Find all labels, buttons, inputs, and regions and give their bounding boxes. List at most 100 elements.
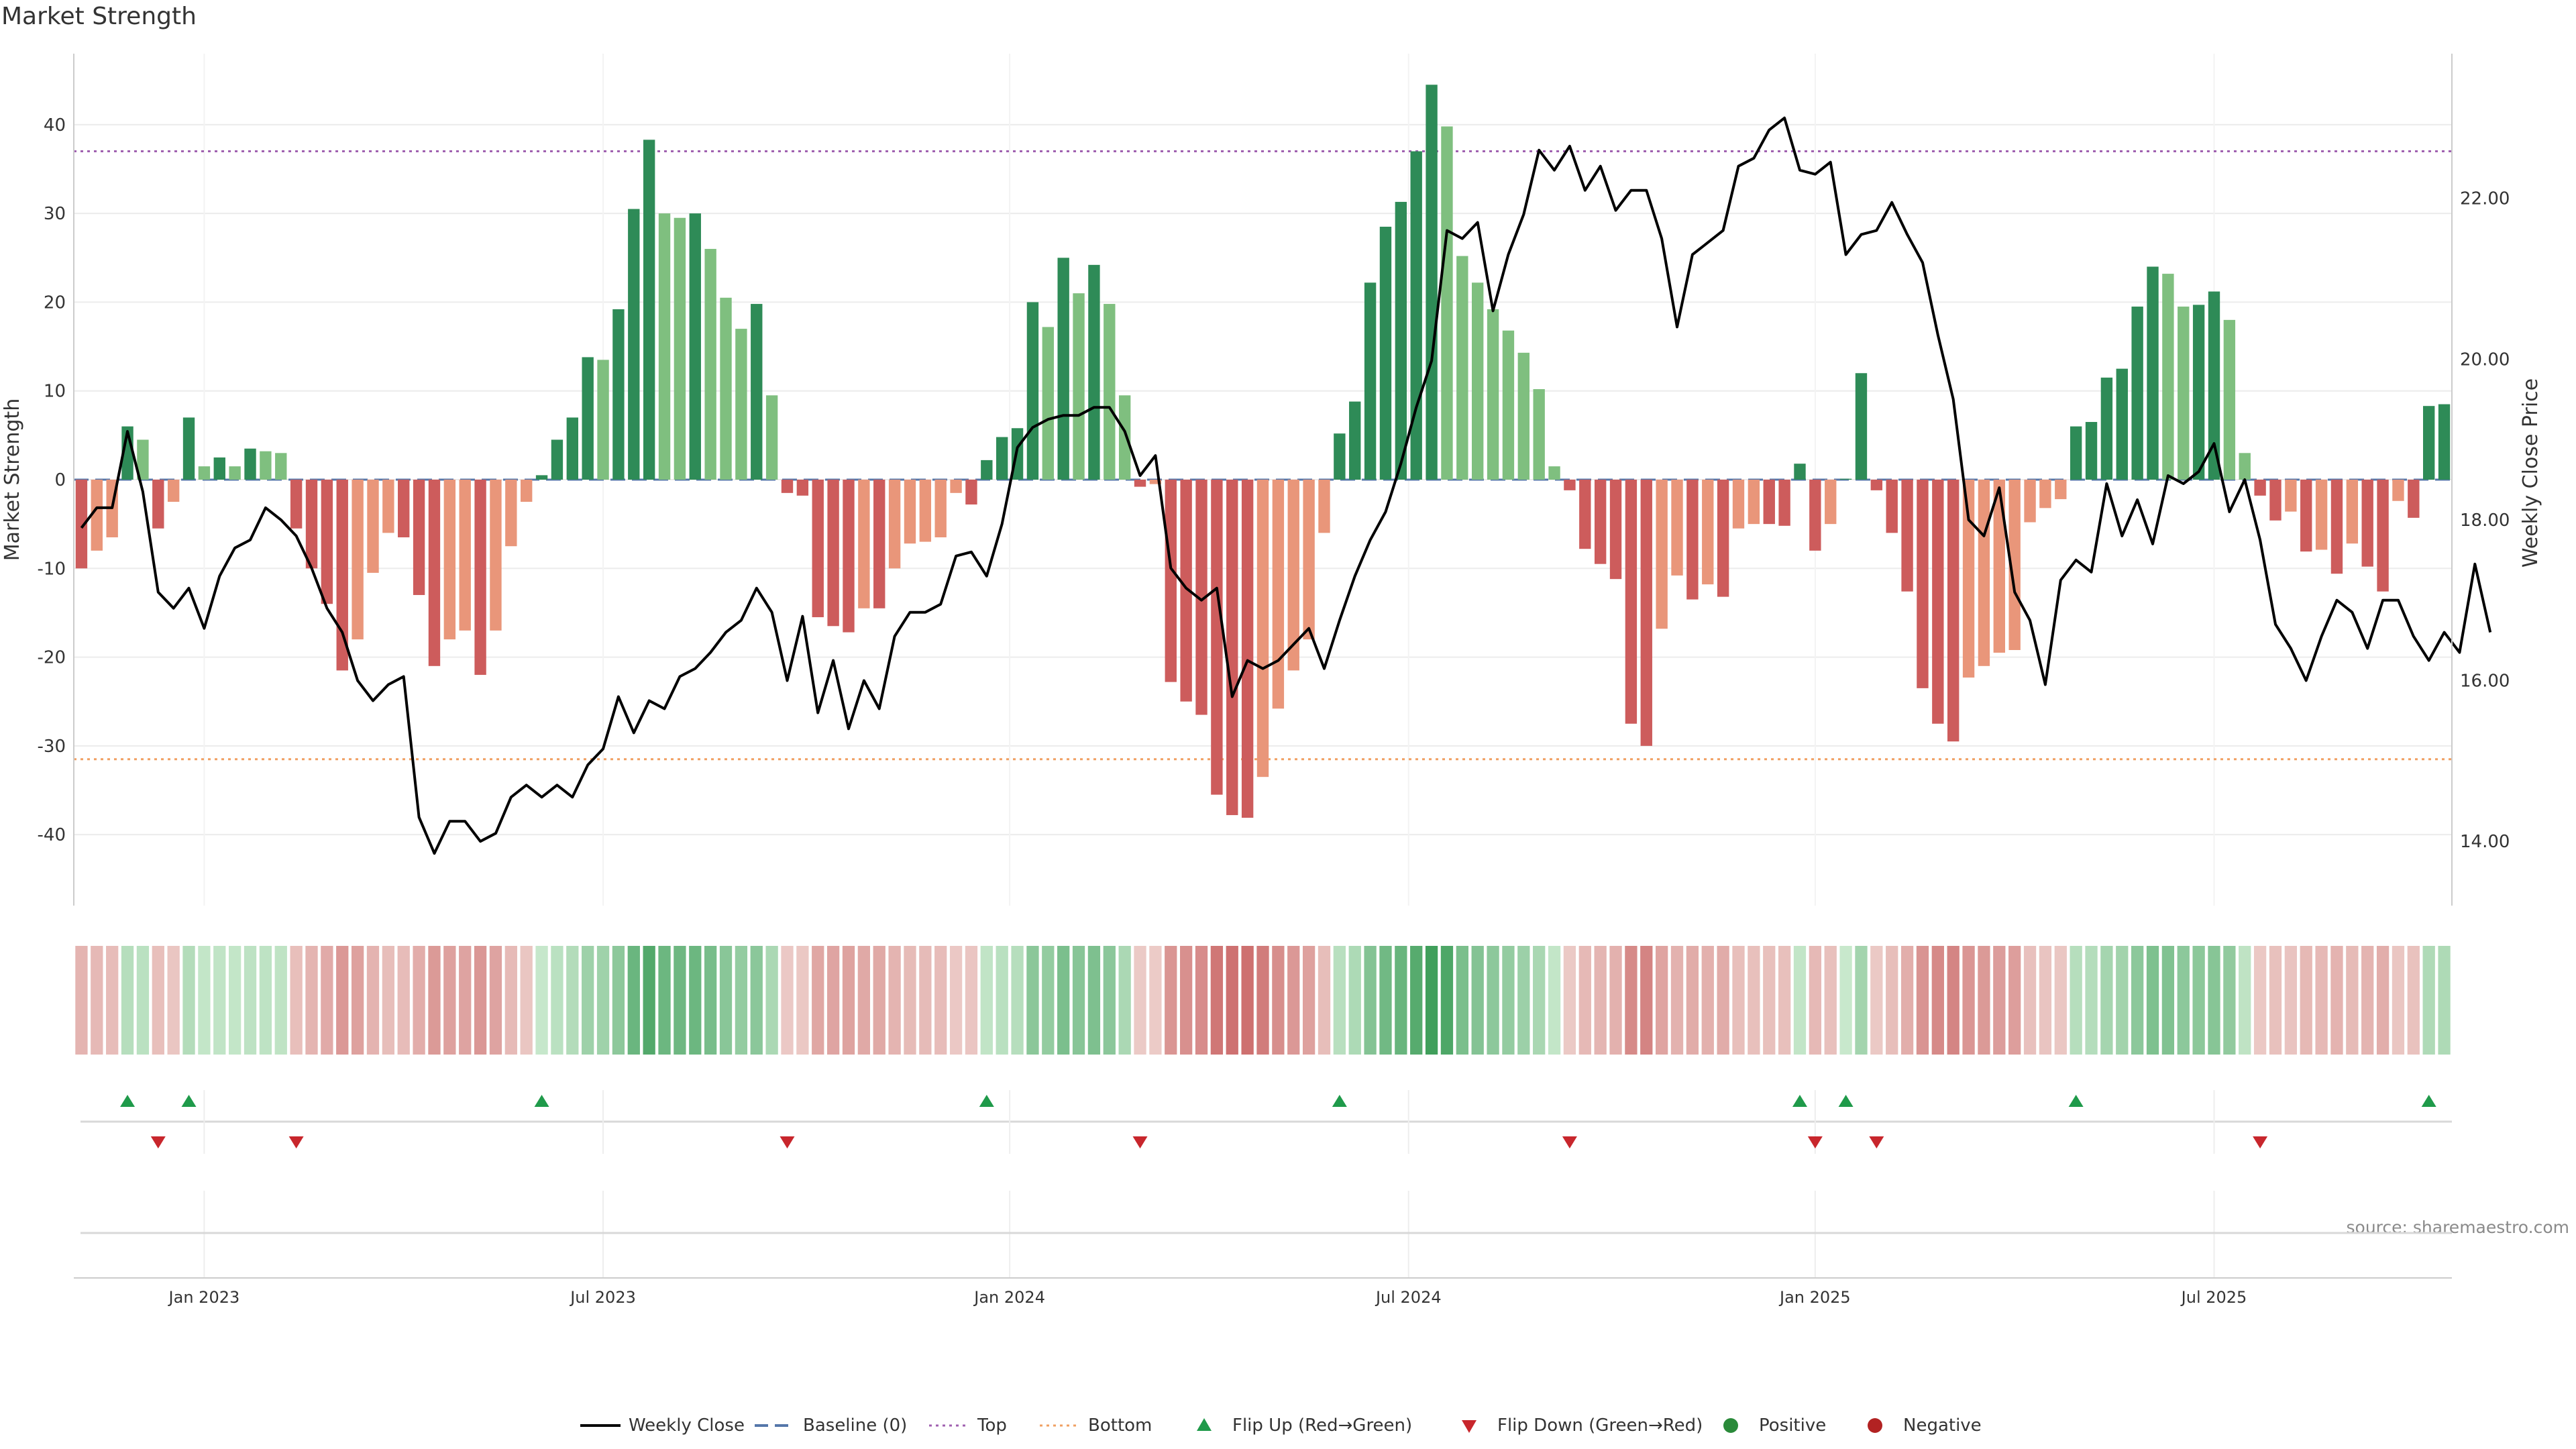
strength-bar: [2192, 305, 2205, 480]
heat-cell: [244, 946, 257, 1055]
strength-bar: [1870, 480, 1883, 490]
strength-bar: [152, 480, 164, 529]
strength-bar: [1564, 480, 1576, 490]
heat-cell: [2008, 946, 2021, 1055]
heat-cell: [2422, 946, 2435, 1055]
flip-up-marker: [181, 1095, 197, 1107]
heat-cell: [1855, 946, 1868, 1055]
y-axis-label: Market Strength: [1, 398, 24, 561]
strength-bar: [198, 466, 211, 480]
strength-bar: [290, 480, 303, 529]
heat-cell: [2361, 946, 2374, 1055]
heat-cell: [336, 946, 349, 1055]
x-tick-label: Jan 2024: [973, 1288, 1045, 1307]
heat-cell: [674, 946, 686, 1055]
strength-bar: [367, 480, 379, 573]
strength-bar: [1517, 352, 1529, 480]
heat-cell: [658, 946, 671, 1055]
legend-item: Flip Down (Green→Red): [1462, 1415, 1703, 1436]
strength-bar: [336, 480, 348, 671]
strength-bar: [167, 480, 180, 502]
strength-bar: [2330, 480, 2343, 574]
strength-bar: [1226, 480, 1238, 816]
heat-cell: [1425, 946, 1438, 1055]
strength-bar: [1303, 480, 1315, 640]
strength-bar: [2285, 480, 2297, 512]
heat-cell: [1241, 946, 1254, 1055]
strength-bar: [1594, 480, 1607, 564]
legend-label: Baseline (0): [803, 1415, 907, 1436]
strength-bar: [858, 480, 870, 608]
heat-cell: [1011, 946, 1024, 1055]
strength-bar: [321, 480, 333, 604]
x-tick-label: Jul 2025: [2180, 1288, 2247, 1307]
legend-swatch-dot: [1723, 1418, 1738, 1433]
strength-bar: [275, 453, 287, 480]
legend-label: Flip Down (Green→Red): [1497, 1415, 1703, 1436]
strength-bar: [950, 480, 962, 493]
flip-down-marker: [150, 1136, 166, 1148]
heat-cell: [2116, 946, 2129, 1055]
strength-bar: [1211, 480, 1223, 795]
strength-bar: [1364, 282, 1377, 480]
heat-cell: [2192, 946, 2205, 1055]
heat-cell: [1517, 946, 1530, 1055]
strength-bar: [1441, 126, 1453, 480]
heat-cell: [2208, 946, 2220, 1055]
heat-cell: [382, 946, 395, 1055]
heat-cell: [75, 946, 88, 1055]
flip-up-marker: [534, 1095, 549, 1107]
chart-title: Market Strength: [1, 3, 197, 30]
heat-cell: [1640, 946, 1653, 1055]
strength-bar: [1149, 480, 1162, 484]
heat-cell: [1533, 946, 1546, 1055]
strength-bar: [1917, 480, 1929, 688]
heat-cell: [2253, 946, 2267, 1055]
heat-cell: [1886, 946, 1898, 1055]
strength-bar: [597, 360, 609, 480]
heat-cell: [1870, 946, 1883, 1055]
strength-bar: [566, 417, 578, 480]
legend-swatch-dot: [1868, 1418, 1882, 1433]
heat-cell: [1686, 946, 1699, 1055]
heat-cell: [1165, 946, 1177, 1055]
strength-bar: [1809, 480, 1821, 551]
heat-cell: [1195, 946, 1208, 1055]
heat-cell: [1701, 946, 1714, 1055]
strength-bar: [1886, 480, 1898, 533]
heat-cell: [1548, 946, 1561, 1055]
heat-cell: [1410, 946, 1423, 1055]
strength-bar: [1042, 327, 1054, 480]
strength-bar: [1456, 256, 1468, 480]
heat-cell: [1487, 946, 1499, 1055]
heat-cell: [1609, 946, 1622, 1055]
y-tick-label: -30: [38, 737, 66, 757]
heat-cell: [1302, 946, 1316, 1055]
strength-bar: [919, 480, 932, 542]
heat-cell: [1717, 946, 1729, 1055]
heat-cell: [290, 946, 303, 1055]
y-tick-label: -40: [38, 825, 66, 845]
legend-swatch-triangle-down: [1462, 1420, 1477, 1433]
strength-bar: [182, 417, 195, 480]
strength-bar: [382, 480, 394, 533]
heat-cell: [2023, 946, 2037, 1055]
strength-bar: [643, 140, 655, 480]
strength-bar: [1410, 151, 1422, 480]
heat-cell: [1578, 946, 1591, 1055]
heat-cell: [919, 946, 932, 1055]
heat-cell: [1809, 946, 1822, 1055]
strength-bar: [2377, 480, 2389, 592]
flip-down-marker: [1807, 1136, 1823, 1148]
strength-bar: [843, 480, 855, 633]
heat-cell: [1272, 946, 1285, 1055]
legend-label: Top: [977, 1415, 1007, 1436]
strength-bar: [1256, 480, 1269, 777]
strength-bar: [474, 480, 486, 676]
heat-cell: [566, 946, 579, 1055]
heat-cell: [1287, 946, 1300, 1055]
heat-cell: [1563, 946, 1576, 1055]
strength-bar: [2147, 266, 2159, 480]
strength-bar: [505, 480, 517, 547]
